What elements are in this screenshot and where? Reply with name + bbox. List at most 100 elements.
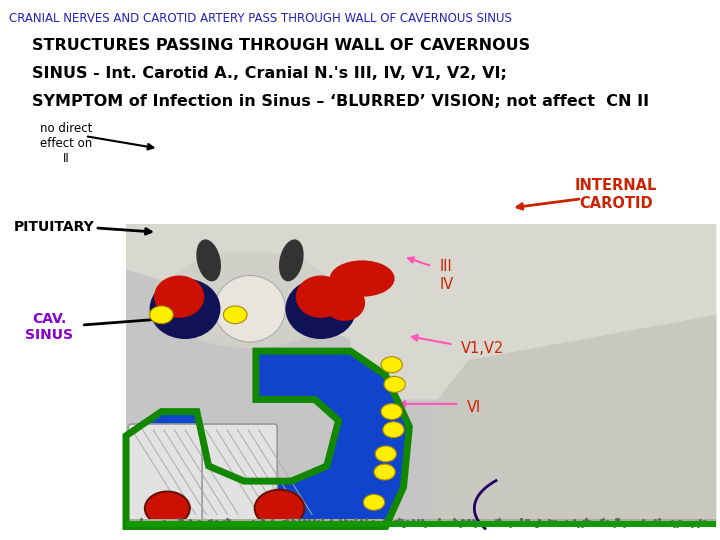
Point <box>632 521 644 530</box>
Point <box>649 516 661 524</box>
Point <box>570 519 581 528</box>
Point <box>653 520 665 529</box>
Point <box>510 519 521 528</box>
Point <box>536 518 548 527</box>
Point <box>611 520 623 529</box>
Point <box>182 518 194 527</box>
Point <box>530 522 541 530</box>
Point <box>472 517 484 526</box>
Point <box>218 517 230 526</box>
Point <box>416 515 428 524</box>
Point <box>176 516 187 524</box>
Point <box>568 515 580 524</box>
Point <box>152 518 163 527</box>
Point <box>330 518 341 527</box>
Circle shape <box>364 494 384 510</box>
Text: STRUCTURES PASSING THROUGH WALL OF CAVERNOUS: STRUCTURES PASSING THROUGH WALL OF CAVER… <box>32 38 531 53</box>
Point <box>192 518 204 527</box>
Point <box>647 517 658 526</box>
Point <box>190 519 202 528</box>
Point <box>364 522 375 530</box>
Point <box>456 516 467 525</box>
Point <box>305 518 316 526</box>
Point <box>534 515 545 524</box>
Point <box>301 522 312 530</box>
Point <box>627 518 639 526</box>
Point <box>493 515 505 524</box>
Point <box>408 516 419 524</box>
Point <box>207 522 218 530</box>
Point <box>396 516 408 525</box>
Point <box>375 521 387 529</box>
Point <box>418 518 430 526</box>
Point <box>531 521 543 530</box>
Point <box>458 521 469 529</box>
Point <box>300 517 311 526</box>
Text: III
IV: III IV <box>439 259 454 292</box>
Point <box>500 521 512 529</box>
Text: SINUS - Int. Carotid A., Cranial N.'s III, IV, V1, V2, VI;: SINUS - Int. Carotid A., Cranial N.'s II… <box>32 66 508 81</box>
Circle shape <box>374 464 395 480</box>
Point <box>339 518 351 527</box>
Point <box>176 521 187 529</box>
Point <box>382 519 394 528</box>
Text: V1,V2: V1,V2 <box>461 341 504 356</box>
Point <box>648 521 660 529</box>
Polygon shape <box>126 224 716 400</box>
Point <box>609 520 621 529</box>
Point <box>223 516 235 524</box>
Point <box>271 521 283 530</box>
Point <box>706 517 718 526</box>
Point <box>511 519 523 528</box>
Point <box>448 518 459 526</box>
Polygon shape <box>433 315 716 526</box>
Point <box>667 519 679 528</box>
Point <box>463 517 474 525</box>
Point <box>474 519 485 528</box>
Point <box>221 515 233 524</box>
Point <box>653 515 665 523</box>
Point <box>211 516 222 525</box>
Point <box>584 521 595 530</box>
Point <box>454 521 465 530</box>
Point <box>608 522 620 530</box>
Point <box>513 518 524 526</box>
Point <box>183 520 194 529</box>
Point <box>667 516 678 525</box>
Point <box>386 521 397 530</box>
Point <box>289 521 301 530</box>
Point <box>366 517 377 526</box>
Ellipse shape <box>279 239 304 281</box>
Point <box>448 515 459 523</box>
Bar <box>126 521 716 526</box>
Point <box>294 515 305 524</box>
Point <box>515 515 526 524</box>
Point <box>512 521 523 530</box>
Point <box>290 520 302 529</box>
Point <box>345 517 356 525</box>
Point <box>263 517 274 526</box>
Point <box>397 521 409 530</box>
Point <box>577 516 589 525</box>
Circle shape <box>375 446 397 462</box>
Point <box>674 517 685 525</box>
Point <box>256 515 268 524</box>
Bar <box>126 224 716 526</box>
Circle shape <box>150 306 174 323</box>
Point <box>683 518 694 527</box>
Point <box>657 520 668 529</box>
Point <box>267 519 279 528</box>
Point <box>180 522 192 531</box>
Point <box>184 522 196 530</box>
Point <box>419 521 431 530</box>
Point <box>661 521 672 530</box>
Point <box>225 522 236 531</box>
Point <box>355 516 366 524</box>
Point <box>170 522 181 531</box>
Point <box>412 516 423 525</box>
Point <box>696 519 708 528</box>
Point <box>298 516 310 524</box>
Point <box>228 518 239 527</box>
Point <box>125 521 136 530</box>
Point <box>505 518 517 527</box>
